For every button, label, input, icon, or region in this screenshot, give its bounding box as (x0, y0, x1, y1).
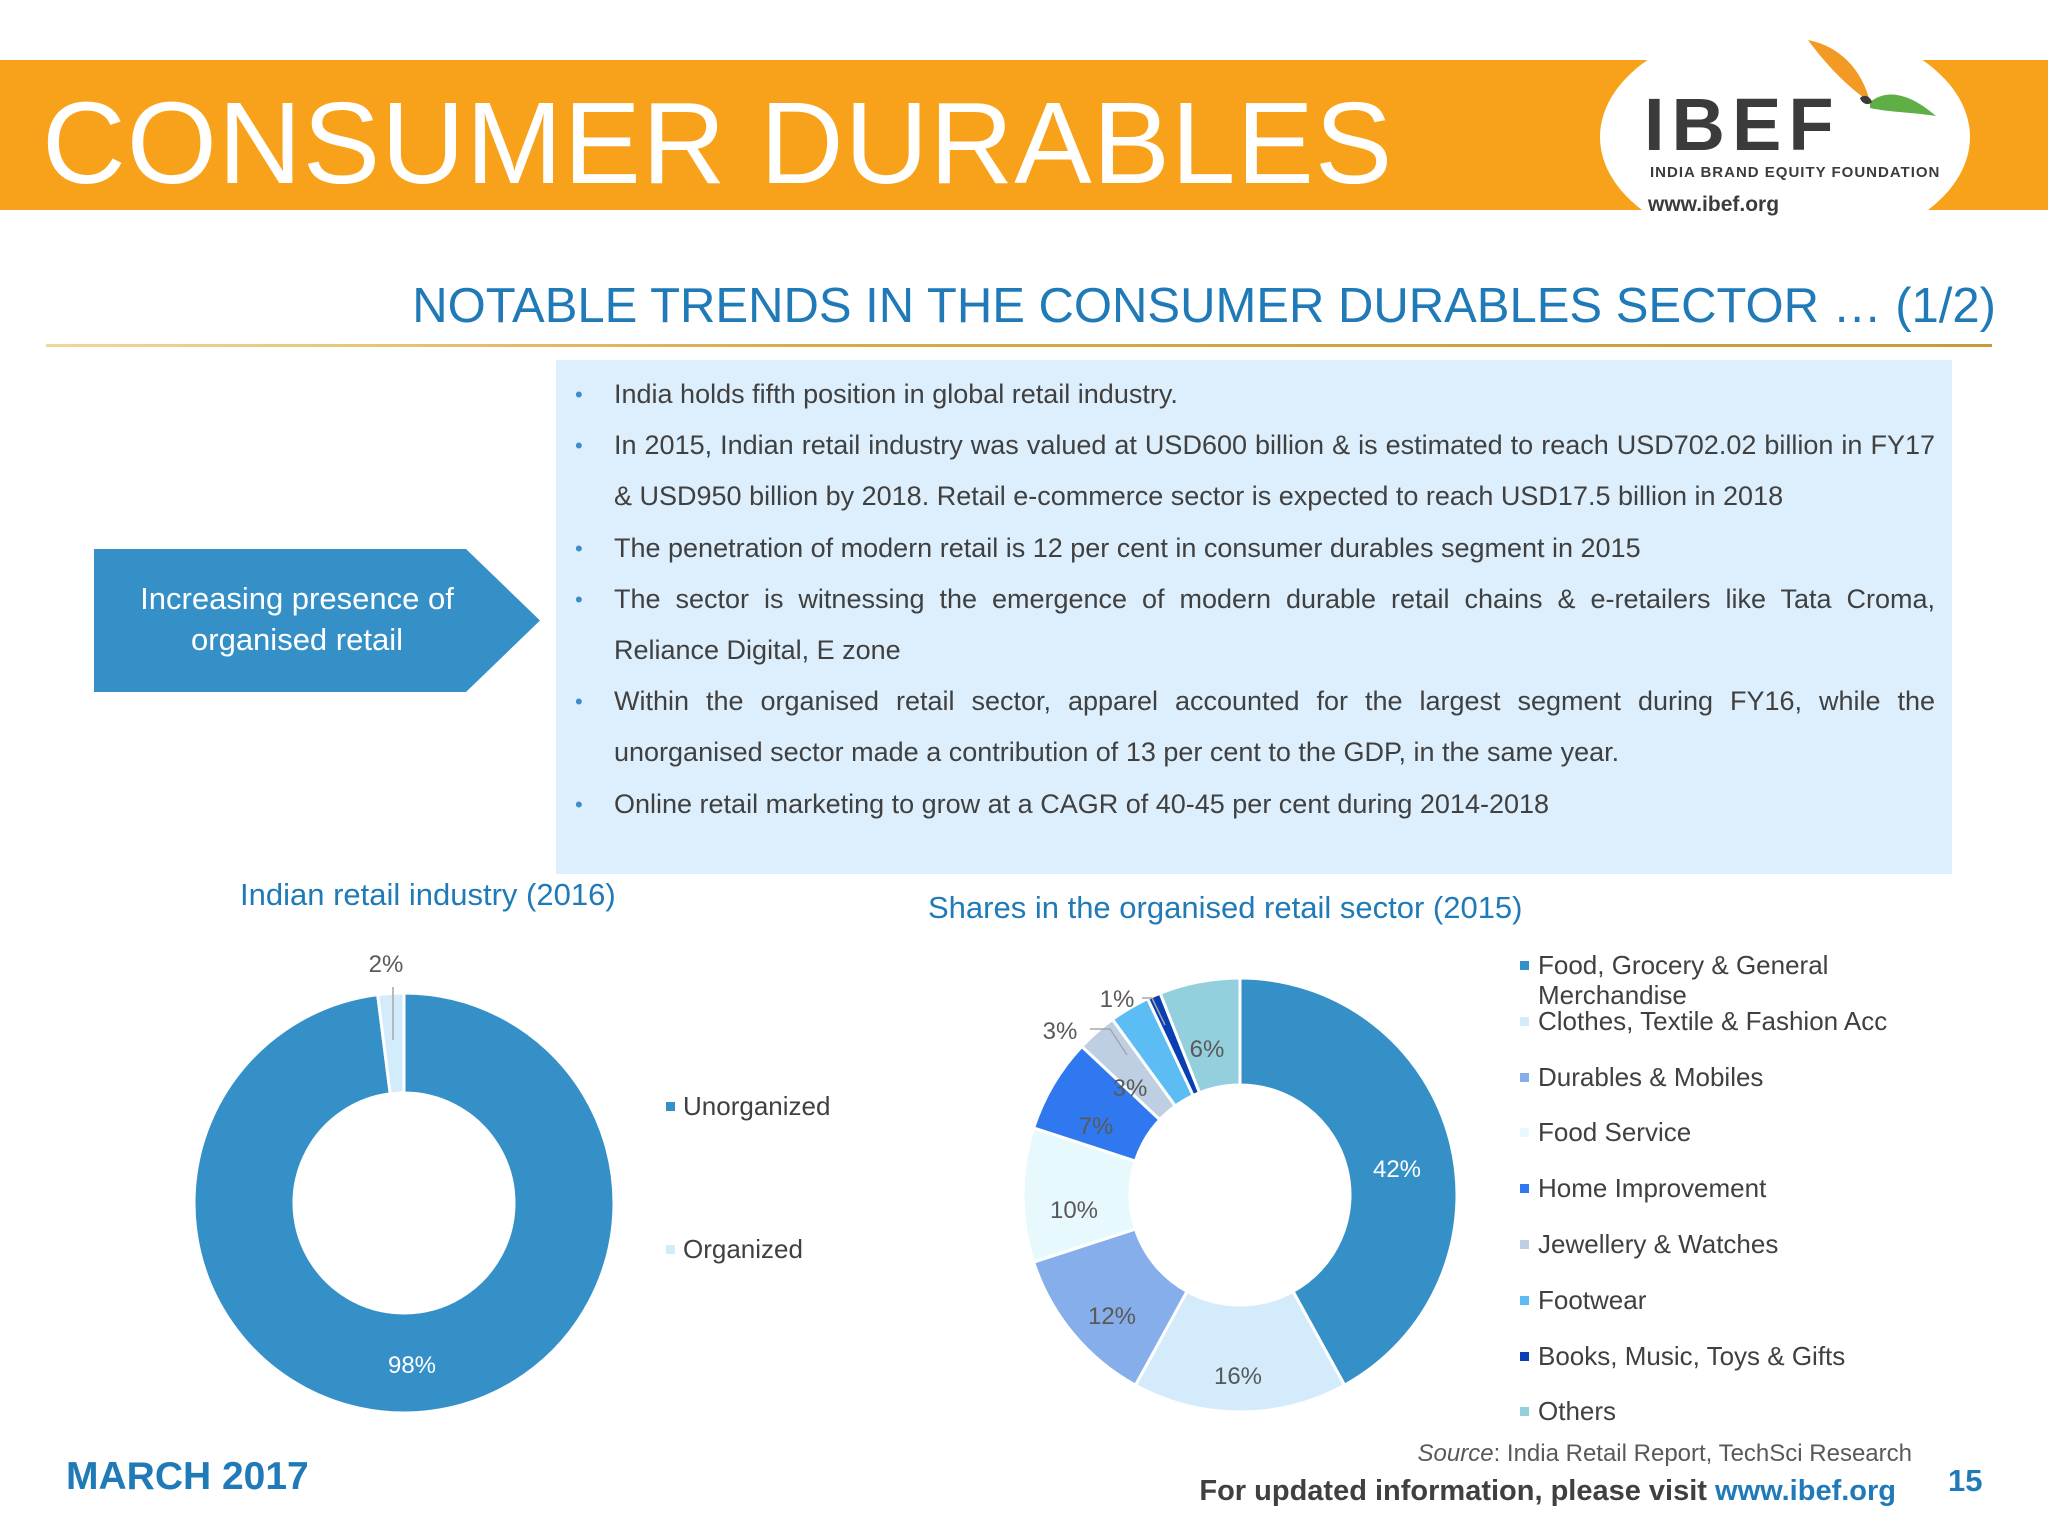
slice-data-label: 1% (1100, 986, 1135, 1013)
slice-data-label: 3% (1113, 1075, 1148, 1102)
legend-swatch (1520, 1240, 1529, 1249)
legend-item: Books, Music, Toys & Gifts (1538, 1340, 1846, 1371)
slice-data-label: 98% (388, 1352, 436, 1379)
donut-slice (376, 991, 406, 1096)
slice-data-label: 6% (1190, 1036, 1225, 1063)
legend-item: Clothes, Textile & Fashion Acc (1538, 1005, 1888, 1036)
donut-slice (192, 991, 616, 1415)
legend-swatch (1520, 1184, 1529, 1194)
legend-item: Unorganized (683, 1091, 831, 1121)
logo-tagline: INDIA BRAND EQUITY FOUNDATION (1650, 164, 1941, 181)
visit-text: For updated information, please visit (1199, 1475, 1716, 1507)
legend-item: Home Improvement (1538, 1173, 1767, 1204)
legend-item: Food Service (1538, 1117, 1692, 1148)
callout-arrow (94, 549, 540, 692)
bullet-item: India holds fifth position in global ret… (575, 369, 1935, 420)
bullet-item: In 2015, Indian retail industry was valu… (575, 420, 1935, 522)
bullet-item: Within the organised retail sector, appa… (575, 676, 1935, 778)
legend-item: Organized (683, 1234, 803, 1264)
footer-date: MARCH 2017 (66, 1455, 309, 1498)
legend-item: Food, Grocery & General Merchandise (1538, 950, 1829, 1010)
legend-swatch (1520, 961, 1529, 970)
slice-data-label: 10% (1050, 1197, 1098, 1224)
logo-badge (1600, 22, 1970, 252)
source-text: : India Retail Report, TechSci Research (1493, 1440, 1912, 1467)
donut-slice (1158, 976, 1242, 1095)
leader-line (1090, 1028, 1128, 1056)
bullet-item: The sector is witnessing the emergence o… (575, 574, 1935, 676)
source-note: Source: India Retail Report, TechSci Res… (1418, 1440, 1912, 1468)
title-divider (46, 344, 1992, 347)
bird-icon (1808, 40, 1936, 116)
donut-slice (1133, 1289, 1347, 1414)
legend-swatch (1520, 1016, 1529, 1026)
source-label: Source (1417, 1440, 1494, 1467)
bullet-item: Online retail marketing to grow at a CAG… (575, 779, 1935, 830)
logo-url: www.ibef.org (1648, 193, 1780, 216)
legend-swatch (666, 1245, 675, 1254)
donut-slice (1238, 976, 1459, 1388)
legend-swatch (1520, 1351, 1529, 1361)
legend-item: Jewellery & Watches (1538, 1229, 1779, 1259)
leader-line (1142, 997, 1166, 1026)
visit-link[interactable]: www.ibef.org (1715, 1475, 1896, 1507)
legend-swatch (1520, 1295, 1529, 1305)
slice-data-label: 7% (1079, 1113, 1114, 1140)
slice-data-label: 12% (1088, 1303, 1136, 1330)
slice-data-label: 3% (1043, 1018, 1078, 1045)
slice-data-label: 16% (1214, 1363, 1262, 1390)
page-number: 15 (1948, 1463, 1983, 1498)
legend-swatch (1520, 1072, 1529, 1082)
legend-item: Others (1538, 1396, 1617, 1427)
bullet-item: The penetration of modern retail is 12 p… (575, 523, 1935, 574)
legend-swatch (1520, 1407, 1529, 1417)
slice-data-label: 2% (369, 951, 404, 978)
chart-title-organised-shares: Shares in the organised retail sector (2… (928, 890, 1523, 925)
legend-item: Footwear (1538, 1284, 1647, 1315)
legend-item: Durables & Mobiles (1538, 1061, 1764, 1092)
footer-visit: For updated information, please visit ww… (1199, 1475, 1896, 1508)
bullet-list: India holds fifth position in global ret… (575, 369, 1935, 830)
chart-title-retail-industry: Indian retail industry (2016) (240, 877, 616, 912)
callout-text: Increasing presence of organised retail (140, 581, 454, 657)
legend-swatch (666, 1102, 675, 1111)
slice-data-label: 42% (1373, 1156, 1421, 1183)
page-title: CONSUMER DURABLES (42, 78, 1394, 208)
section-title: NOTABLE TRENDS IN THE CONSUMER DURABLES … (412, 279, 1996, 333)
logo-wordmark: IBEF (1644, 83, 1841, 166)
legend-swatch (1520, 1128, 1529, 1138)
